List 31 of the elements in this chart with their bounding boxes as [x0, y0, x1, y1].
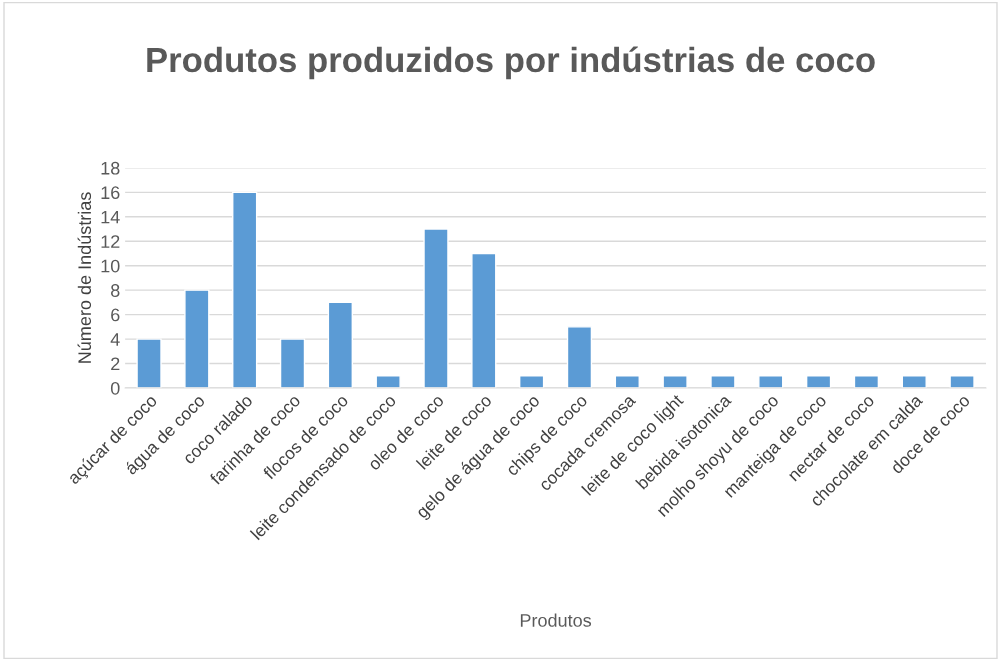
y-axis-title: Número de Indústrias — [77, 192, 92, 363]
bar — [471, 252, 497, 389]
bar — [662, 375, 688, 389]
y-tick-label: 16 — [101, 186, 120, 200]
x-axis-title: Produtos — [520, 613, 592, 627]
y-tick-label: 12 — [101, 235, 120, 248]
bar — [901, 375, 927, 389]
chart-title: Produtos produzidos por indústrias de coco — [147, 46, 875, 80]
bar — [184, 289, 210, 389]
y-tick-label: 8 — [111, 284, 120, 297]
bar — [805, 375, 832, 389]
y-tick-label: 10 — [101, 259, 120, 273]
y-tick-label: 4 — [110, 333, 120, 346]
bar — [614, 375, 640, 389]
bar — [327, 301, 353, 389]
y-tick-label: 18 — [101, 161, 120, 175]
bar — [566, 326, 593, 389]
y-tick-label: 6 — [111, 308, 120, 322]
bar — [423, 228, 449, 389]
y-tick-label: 14 — [101, 210, 120, 224]
y-tick-label: 2 — [111, 357, 120, 371]
bar — [375, 375, 401, 389]
bar — [758, 375, 784, 389]
bar — [710, 375, 736, 389]
bar — [853, 375, 880, 389]
bar — [279, 338, 306, 389]
bar — [136, 338, 162, 389]
bar — [518, 375, 545, 389]
y-tick-label: 0 — [110, 381, 120, 395]
bar — [232, 191, 258, 389]
bar — [949, 375, 975, 389]
